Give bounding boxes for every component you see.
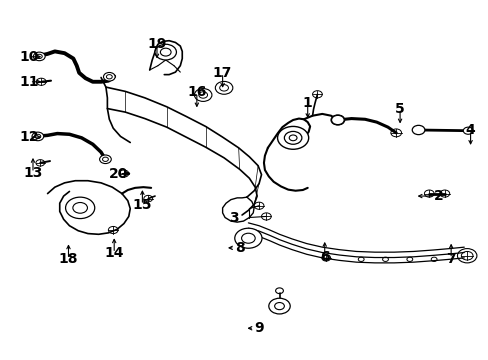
Text: 5: 5: [394, 102, 404, 116]
Circle shape: [65, 197, 95, 219]
Circle shape: [462, 127, 472, 134]
Circle shape: [411, 125, 424, 135]
Text: 9: 9: [254, 321, 264, 335]
Text: 12: 12: [20, 130, 40, 144]
Text: 6: 6: [319, 250, 329, 264]
Circle shape: [330, 115, 344, 125]
Circle shape: [268, 298, 289, 314]
Circle shape: [33, 52, 45, 61]
Circle shape: [234, 228, 262, 248]
Text: 15: 15: [132, 198, 152, 212]
Circle shape: [331, 115, 344, 125]
Text: 11: 11: [20, 75, 40, 89]
Circle shape: [277, 126, 308, 149]
Circle shape: [215, 81, 232, 94]
Text: 14: 14: [104, 246, 123, 260]
Circle shape: [100, 155, 111, 163]
Text: 13: 13: [23, 166, 42, 180]
Circle shape: [103, 72, 115, 81]
Text: 7: 7: [446, 252, 455, 266]
Text: 1: 1: [302, 96, 312, 110]
Circle shape: [194, 89, 211, 102]
Text: 3: 3: [228, 211, 238, 225]
Circle shape: [284, 131, 301, 144]
Circle shape: [155, 44, 176, 60]
Text: 8: 8: [234, 241, 244, 255]
Circle shape: [32, 132, 43, 141]
Text: 17: 17: [212, 66, 232, 80]
Text: 18: 18: [59, 252, 78, 266]
Text: 16: 16: [187, 85, 206, 99]
Text: 20: 20: [109, 167, 128, 181]
Text: 10: 10: [20, 50, 39, 64]
Text: 2: 2: [433, 189, 443, 203]
Text: 4: 4: [465, 123, 474, 137]
Text: 19: 19: [147, 37, 166, 50]
